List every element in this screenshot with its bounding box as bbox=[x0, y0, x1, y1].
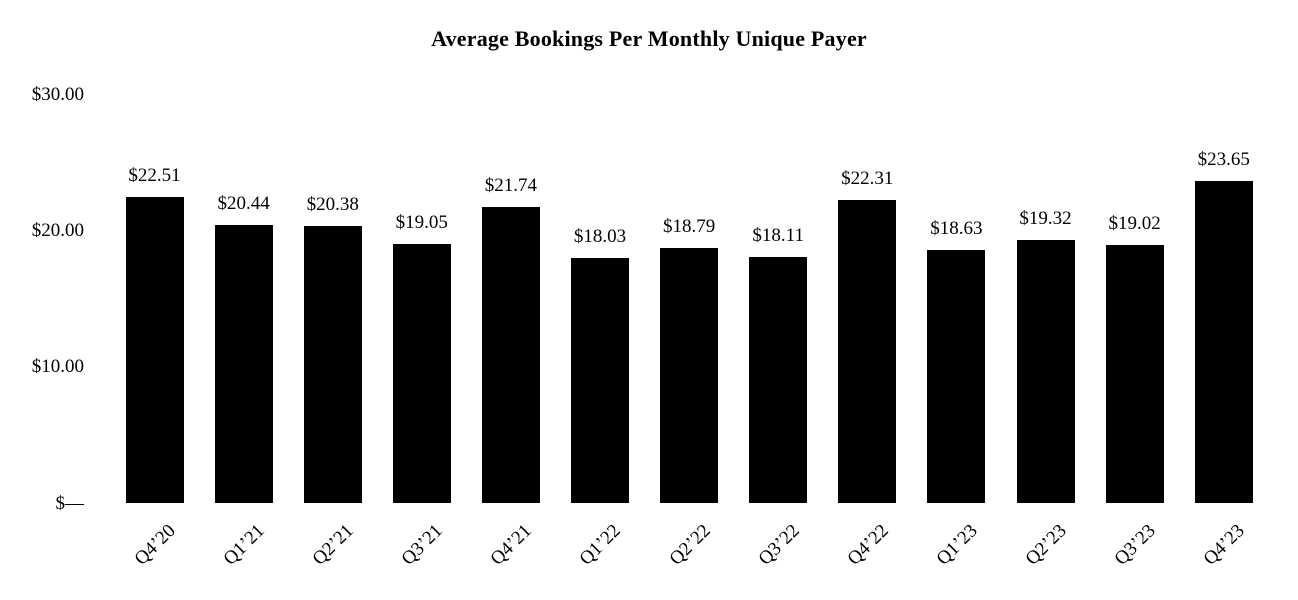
bar-value-label: $23.65 bbox=[1197, 149, 1250, 171]
bar-value-label: $20.44 bbox=[217, 193, 270, 215]
bar bbox=[1016, 240, 1075, 504]
x-axis-tick-label: Q3’21 bbox=[397, 520, 447, 570]
bar bbox=[749, 256, 808, 504]
bar bbox=[214, 225, 273, 504]
x-axis-tick-label: Q1’21 bbox=[219, 520, 269, 570]
x-axis-tick-label: Q4’23 bbox=[1199, 520, 1249, 570]
y-axis-tick-label: $30.00 bbox=[31, 84, 84, 105]
x-axis-tick-label: Q2’21 bbox=[308, 520, 358, 570]
x-axis-tick-label: Q3’22 bbox=[754, 520, 804, 570]
chart-title: Average Bookings Per Monthly Unique Paye… bbox=[431, 26, 867, 51]
y-axis-tick-label: $— bbox=[55, 492, 85, 514]
x-axis-tick-label: Q3’23 bbox=[1110, 520, 1160, 570]
bar bbox=[660, 247, 719, 504]
bar bbox=[392, 244, 451, 504]
y-axis-tick-label: $10.00 bbox=[31, 356, 84, 378]
x-axis-tick-label: Q4’21 bbox=[486, 520, 537, 570]
bar-value-label: $18.11 bbox=[752, 224, 804, 246]
x-axis-tick-label: Q1’22 bbox=[575, 520, 626, 570]
x-axis-tick-label: Q4’22 bbox=[843, 520, 893, 570]
x-axis-tick-label: Q2’23 bbox=[1021, 520, 1071, 570]
bar bbox=[481, 207, 540, 504]
bar bbox=[1194, 181, 1253, 504]
bar-value-label: $18.03 bbox=[573, 225, 627, 247]
x-axis-tick-label: Q1’23 bbox=[932, 520, 982, 570]
bar-value-label: $22.51 bbox=[128, 164, 181, 186]
bar-value-label: $18.79 bbox=[662, 215, 716, 237]
y-axis-tick-label: $20.00 bbox=[31, 220, 84, 242]
x-axis-tick-label: Q4’20 bbox=[130, 520, 180, 570]
bar-value-label: $18.63 bbox=[930, 217, 983, 239]
bar bbox=[125, 196, 184, 504]
bar bbox=[1105, 244, 1164, 504]
bar-value-label: $19.32 bbox=[1019, 208, 1072, 230]
bar bbox=[571, 257, 629, 504]
bar-value-label: $22.31 bbox=[841, 167, 894, 189]
bar-value-label: $19.05 bbox=[395, 212, 448, 234]
bar bbox=[927, 249, 986, 504]
bar bbox=[303, 225, 362, 504]
bar-value-label: $21.74 bbox=[484, 175, 538, 197]
bar bbox=[838, 199, 897, 504]
x-axis-tick-label: Q2’22 bbox=[665, 520, 715, 570]
bar-value-label: $20.38 bbox=[306, 193, 359, 215]
bar-value-label: $19.02 bbox=[1108, 212, 1161, 234]
